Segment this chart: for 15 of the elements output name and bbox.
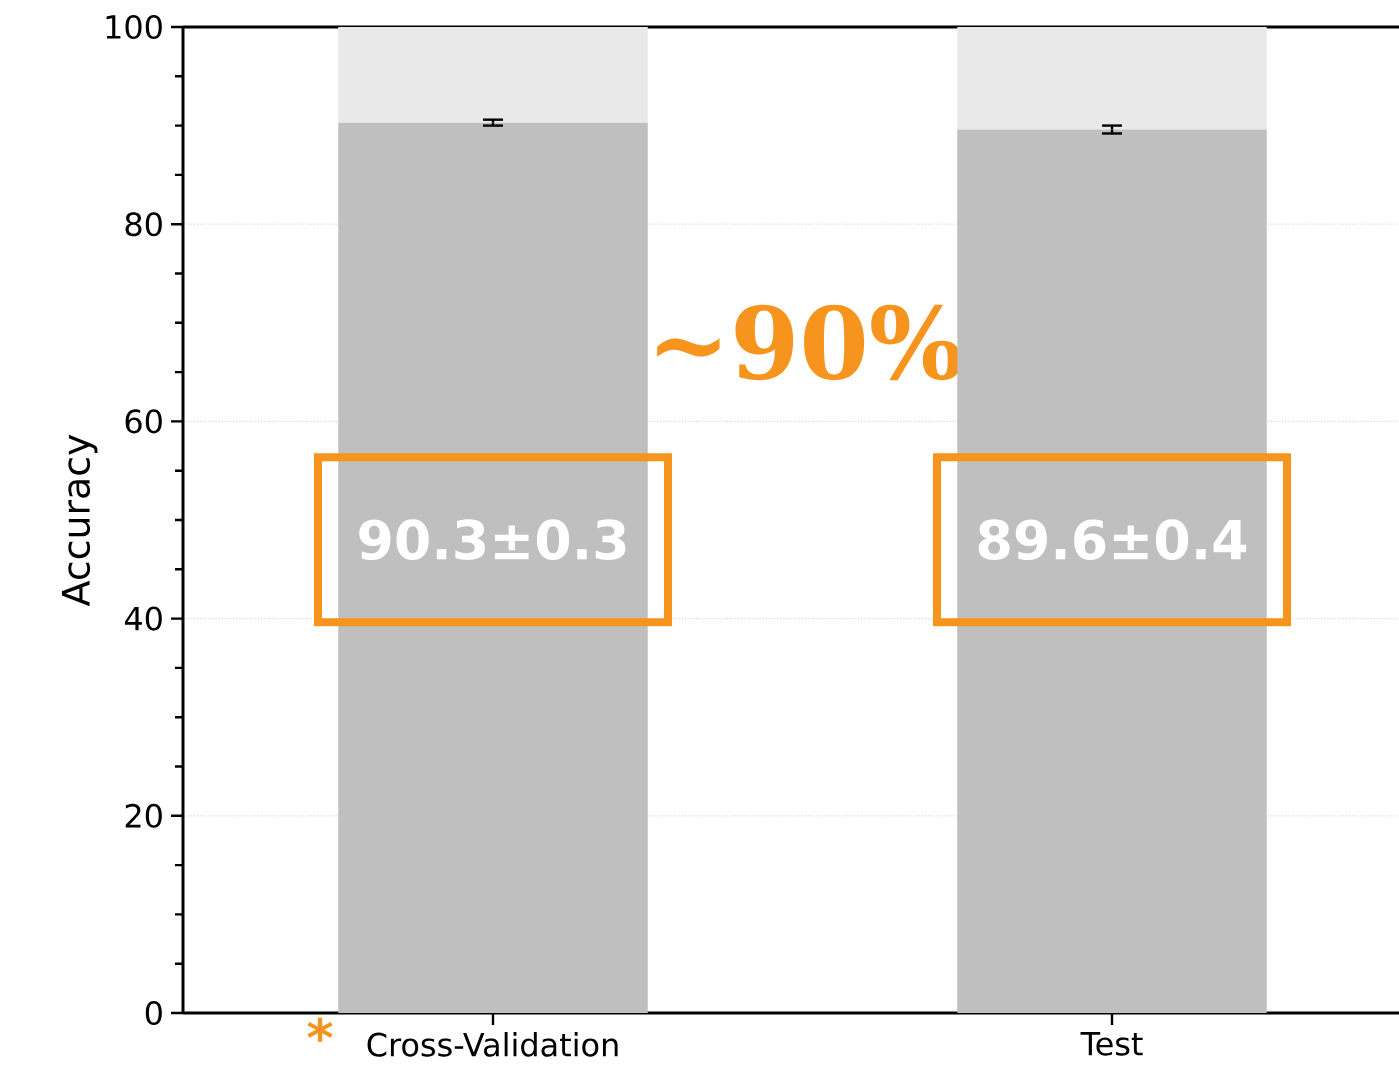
y-tick-label: 40 <box>124 606 162 631</box>
y-tick-label: 0 <box>145 1000 162 1026</box>
y-tick-label: 60 <box>125 409 162 434</box>
x-tick-label: Cross-Validation <box>367 1032 618 1057</box>
y-tick-label: 100 <box>106 14 162 40</box>
text: * <box>307 1017 333 1042</box>
annotation: ~90% <box>657 304 962 381</box>
y-tick-label: 80 <box>125 212 162 237</box>
bar <box>957 26 1267 130</box>
y-axis-title: Accuracy <box>61 434 98 607</box>
x-tick-label: Test <box>1080 1032 1143 1056</box>
bar <box>338 26 648 123</box>
y-tick-label: 20 <box>125 803 162 828</box>
data-label: 90.3±0.3 <box>359 519 626 561</box>
data-label: 89.6±0.4 <box>978 519 1247 561</box>
